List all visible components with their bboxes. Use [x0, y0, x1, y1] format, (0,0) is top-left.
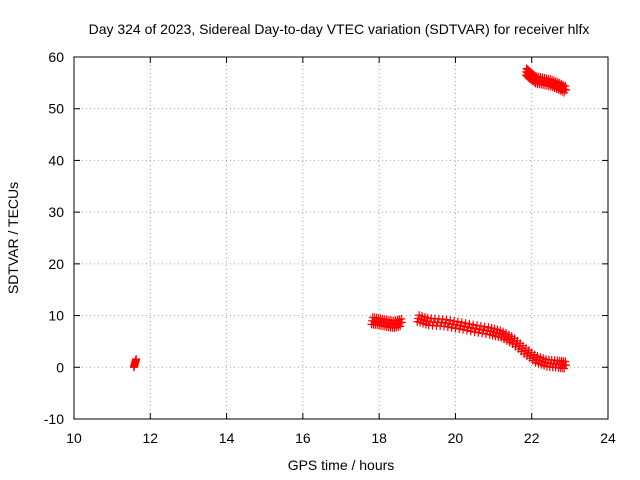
- data-point: [562, 361, 571, 370]
- data-point: [548, 75, 557, 84]
- data-point: [475, 325, 484, 334]
- data-point: [398, 318, 407, 327]
- data-point: [549, 76, 558, 85]
- data-point: [478, 329, 487, 338]
- y-tick-label: 30: [48, 204, 64, 220]
- x-tick-label: 12: [142, 430, 158, 446]
- y-tick-label: 10: [48, 308, 64, 324]
- y-tick-labels: -10 0 10 20 30 40 50 60: [44, 49, 64, 427]
- y-tick-label: 40: [48, 152, 64, 168]
- data-point: [483, 326, 492, 335]
- data-point: [446, 316, 455, 325]
- data-point: [445, 319, 454, 328]
- data-point: [474, 328, 483, 337]
- data-point: [476, 321, 485, 330]
- data-point: [546, 75, 555, 84]
- data-point: [473, 321, 482, 330]
- data-point: [450, 316, 459, 325]
- data-point: [397, 314, 406, 323]
- y-tick-label: 50: [48, 101, 64, 117]
- data-point: [132, 355, 141, 364]
- data-point: [551, 77, 560, 86]
- data-point: [464, 323, 473, 332]
- data-point: [442, 315, 451, 324]
- grid-lines: [74, 57, 608, 419]
- data-point: [396, 322, 405, 331]
- data-point: [553, 78, 562, 87]
- data-point: [560, 85, 569, 94]
- data-point: [453, 317, 462, 326]
- data-point: [479, 326, 488, 335]
- data-point: [456, 321, 465, 330]
- data-point: [560, 364, 569, 373]
- x-tick-label: 18: [371, 430, 387, 446]
- data-point: [561, 82, 570, 91]
- data-point: [460, 322, 469, 331]
- x-tick-label: 10: [66, 430, 82, 446]
- data-series: [129, 64, 571, 373]
- data-point: [439, 322, 448, 331]
- y-tick-label: -10: [44, 411, 64, 427]
- data-point: [441, 319, 450, 328]
- data-point: [470, 328, 479, 337]
- data-point: [462, 326, 471, 335]
- x-tick-labels: 10 12 14 16 18 20 22 24: [66, 430, 616, 446]
- data-point: [461, 319, 470, 328]
- data-point: [452, 320, 461, 329]
- data-point: [465, 319, 474, 328]
- data-point: [531, 71, 540, 80]
- x-tick-label: 20: [448, 430, 464, 446]
- data-point: [448, 320, 457, 329]
- chart-title: Day 324 of 2023, Sidereal Day-to-day VTE…: [89, 21, 590, 37]
- data-point: [466, 327, 475, 336]
- data-point: [559, 81, 568, 90]
- data-point: [481, 330, 490, 339]
- data-point: [451, 324, 460, 333]
- y-tick-label: 0: [56, 359, 64, 375]
- plot-frame: [73, 56, 609, 420]
- data-point: [467, 323, 476, 332]
- data-point: [447, 323, 456, 332]
- data-point: [455, 325, 464, 334]
- x-axis-label: GPS time / hours: [288, 457, 395, 473]
- data-point: [469, 320, 478, 329]
- data-point: [443, 323, 452, 332]
- x-tick-label: 14: [219, 430, 235, 446]
- data-point: [562, 86, 571, 95]
- x-tick-label: 24: [600, 430, 616, 446]
- y-tick-label: 20: [48, 256, 64, 272]
- x-tick-label: 22: [524, 430, 540, 446]
- data-point: [471, 324, 480, 333]
- data-point: [480, 322, 489, 331]
- axis-ticks: [73, 56, 609, 420]
- data-point: [457, 318, 466, 327]
- x-tick-label: 16: [295, 430, 311, 446]
- data-point: [561, 357, 570, 366]
- y-axis-label: SDTVAR / TECUs: [5, 182, 21, 294]
- data-point: [459, 325, 468, 334]
- y-tick-label: 60: [48, 49, 64, 65]
